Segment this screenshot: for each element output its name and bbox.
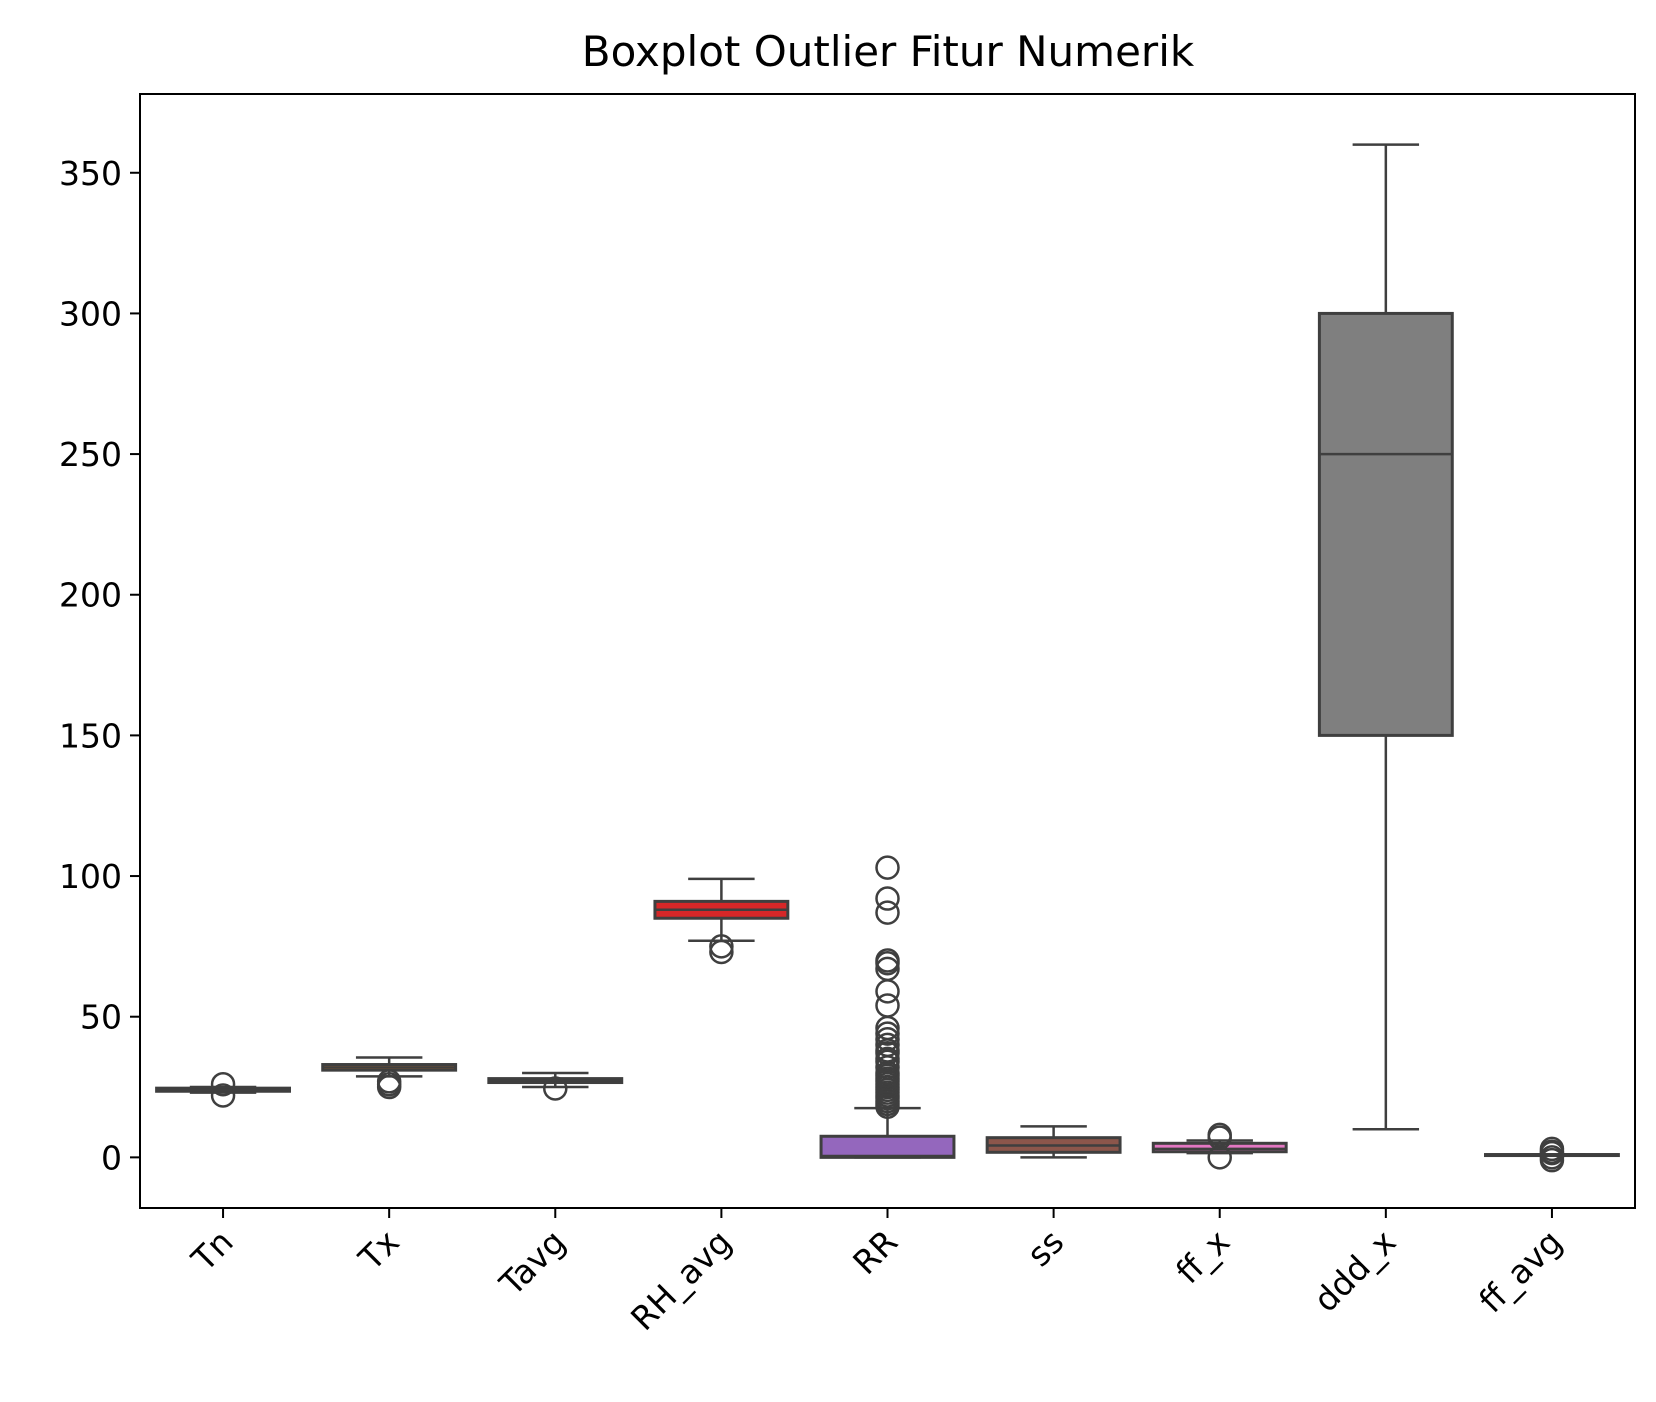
x-tick-label: RR [845,1222,905,1282]
outlier-point [1539,1136,1565,1162]
outlier-point [875,886,900,911]
x-tick-label: ff_avg [1471,1222,1569,1320]
outlier-point [210,1071,236,1097]
outlier-point [875,900,900,925]
box-group-tavg [487,1071,624,1101]
outlier-point [875,1032,900,1058]
outlier-point [875,1021,900,1046]
outlier-point [875,1046,900,1072]
box-group-ff-avg [1484,1136,1620,1173]
outlier-point [543,1076,568,1101]
box [1317,311,1454,737]
y-tick-label: 250 [59,435,122,474]
x-tick-label: Tn [183,1222,240,1279]
box-group-tn [155,1071,291,1108]
outlier-point [875,855,900,880]
box-group-ss [985,1125,1122,1159]
y-tick-label: 150 [59,716,122,755]
box-group-ddd-x [1317,143,1454,1131]
outlier-point [210,1083,236,1108]
y-tick-label: 100 [59,857,122,896]
y-tick-label: 300 [59,294,122,333]
y-tick-label: 0 [101,1138,122,1177]
outlier-point [1207,1122,1232,1148]
box [819,1134,956,1159]
box-group-rr [819,855,956,1159]
y-tick-label: 50 [80,998,122,1037]
x-tick-label: Tx [350,1222,406,1278]
outlier-point [875,993,900,1018]
box-group-tx [321,1056,458,1100]
y-tick-label: 350 [59,154,122,193]
chart-title: Boxplot Outlier Fitur Numerik [582,27,1195,76]
x-tick-label: RH_avg [623,1222,739,1338]
plot-marks [155,143,1620,1173]
x-tick-label: Tavg [491,1222,573,1304]
outlier-point [875,956,900,982]
x-tick-label: ss [1019,1222,1071,1274]
outlier-point [875,979,900,1004]
box-group-rh-avg [653,877,790,965]
box-group-ff-x [1151,1122,1288,1170]
outlier-point [376,1069,402,1094]
x-axis: Tn Tx Tavg RH_avg RR ss ff_x ddd_x ff_avg [183,1208,1570,1338]
y-tick-label: 200 [59,576,122,615]
x-tick-label: ff_x [1168,1222,1237,1291]
y-axis: 0 50 100 150 200 250 300 350 [59,154,140,1177]
outlier-point [875,1026,900,1052]
outlier-point [875,948,900,973]
outlier-point [709,939,734,965]
outlier-point [709,934,734,959]
x-tick-label: ddd_x [1306,1222,1403,1319]
